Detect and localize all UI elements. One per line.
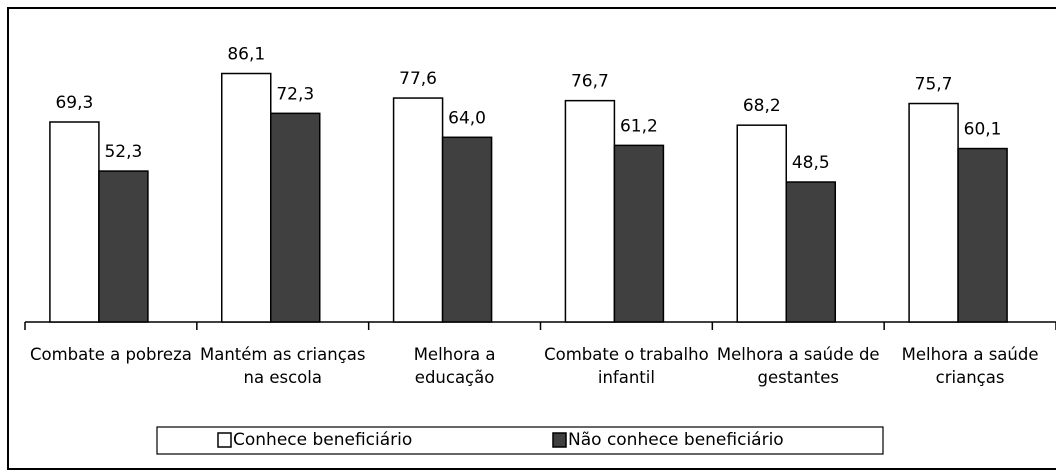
frame — [7, 7, 1056, 470]
bar — [785, 181, 836, 323]
value-label: 64,0 — [448, 108, 486, 128]
bar — [221, 72, 272, 323]
value-label: 76,7 — [571, 72, 609, 92]
legend-label: Não conhece beneficiário — [568, 430, 784, 450]
x-tick-label: Combate a pobreza — [29, 345, 192, 364]
bar — [392, 97, 444, 323]
value-label: 86,1 — [227, 45, 265, 65]
x-tick-label: Melhora a saúde crianças — [901, 345, 1039, 387]
bar — [98, 170, 149, 323]
legend-box — [156, 426, 884, 455]
x-tick-label: Melhora a saúde de gestantes — [716, 345, 880, 387]
value-label: 61,2 — [620, 116, 658, 136]
bar — [736, 124, 787, 323]
value-label: 48,5 — [792, 153, 830, 173]
bar — [441, 136, 493, 323]
value-label: 77,6 — [399, 69, 437, 89]
bar — [908, 102, 959, 323]
value-label: 75,7 — [915, 75, 953, 95]
legend-swatch — [552, 432, 567, 448]
bar — [49, 121, 100, 323]
bar — [613, 144, 665, 323]
bar — [957, 147, 1008, 323]
bar — [564, 99, 616, 323]
value-label: 69,3 — [55, 93, 93, 113]
value-label: 60,1 — [964, 120, 1002, 140]
legend-swatch — [217, 432, 232, 448]
x-tick-label: Combate o trabalho infantil — [544, 345, 709, 387]
legend-label: Conhece beneficiário — [233, 430, 413, 450]
x-tick-label: Melhora a educação — [413, 345, 496, 387]
value-label: 68,2 — [743, 96, 781, 116]
value-label: 72,3 — [276, 84, 314, 104]
bar — [270, 112, 321, 323]
value-label: 52,3 — [104, 142, 142, 162]
x-tick-label: Mantém as crianças na escola — [200, 345, 366, 387]
